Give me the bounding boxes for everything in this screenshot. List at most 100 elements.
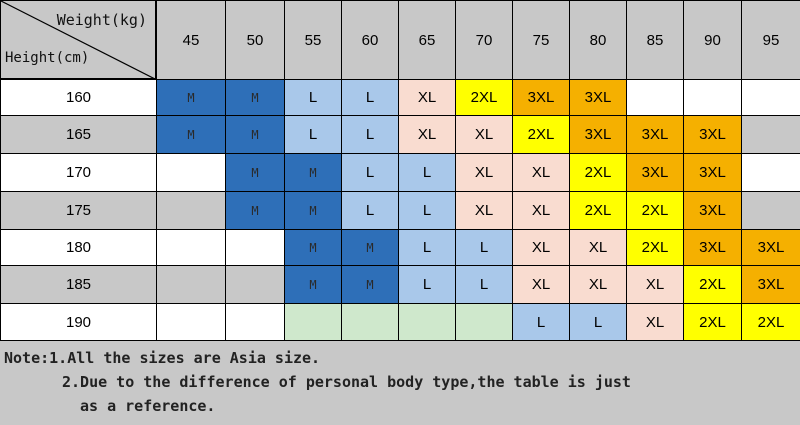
- weight-header-75: 75: [512, 0, 570, 80]
- size-cell: [741, 191, 800, 230]
- size-cell: XL: [626, 265, 684, 304]
- weight-header-50: 50: [225, 0, 285, 80]
- size-cell: M: [156, 79, 226, 116]
- size-cell: M: [284, 153, 342, 192]
- weight-header-65: 65: [398, 0, 456, 80]
- size-cell: XL: [569, 229, 627, 266]
- size-chart-table: Weight(kg) Height(cm) 45 50 55 60 65 70 75 80 85…: [0, 0, 800, 341]
- size-cell: L: [512, 303, 570, 341]
- size-cell: 3XL: [512, 79, 570, 116]
- size-cell: L: [341, 191, 399, 230]
- size-cell: XL: [569, 265, 627, 304]
- size-cell: 2XL: [683, 265, 742, 304]
- size-cell: XL: [512, 265, 570, 304]
- size-cell: L: [398, 191, 456, 230]
- size-cell: M: [284, 265, 342, 304]
- size-cell: M: [341, 229, 399, 266]
- size-cell: [156, 303, 226, 341]
- size-cell: XL: [455, 191, 513, 230]
- size-cell: XL: [398, 79, 456, 116]
- weight-header-85: 85: [626, 0, 684, 80]
- size-cell: 3XL: [683, 115, 742, 154]
- size-cell: 2XL: [626, 191, 684, 230]
- size-cell: XL: [455, 153, 513, 192]
- note-line-1: Note:1.All the sizes are Asia size.: [4, 349, 321, 367]
- height-cell-160: 160: [0, 79, 157, 116]
- note-line-2: 2.Due to the difference of personal body…: [62, 373, 631, 391]
- size-cell: [156, 229, 226, 266]
- size-cell: L: [341, 79, 399, 116]
- size-cell: [225, 303, 285, 341]
- size-cell: 3XL: [626, 115, 684, 154]
- size-cell: XL: [398, 115, 456, 154]
- size-cell: 2XL: [569, 191, 627, 230]
- height-axis-label: Height(cm): [5, 50, 90, 66]
- size-cell: 3XL: [569, 115, 627, 154]
- size-cell: [156, 265, 226, 304]
- size-cell: XL: [626, 303, 684, 341]
- size-cell: 2XL: [683, 303, 742, 341]
- corner-header-cell: Weight(kg) Height(cm): [0, 0, 156, 79]
- size-cell: L: [398, 229, 456, 266]
- size-cell: [741, 153, 800, 192]
- size-cell: 2XL: [741, 303, 800, 341]
- size-cell: 3XL: [683, 191, 742, 230]
- size-cell: [225, 229, 285, 266]
- size-cell: 3XL: [626, 153, 684, 192]
- size-cell: [156, 191, 226, 230]
- corner-diagonal-line: [1, 1, 155, 78]
- size-cell: M: [225, 191, 285, 230]
- notes-panel: Note:1.All the sizes are Asia size. 2.Du…: [0, 340, 800, 425]
- weight-header-95: 95: [741, 0, 800, 80]
- size-cell: [398, 303, 456, 341]
- size-cell: M: [284, 191, 342, 230]
- size-cell: [683, 79, 742, 116]
- size-cell: L: [569, 303, 627, 341]
- size-cell: 2XL: [569, 153, 627, 192]
- size-cell: 3XL: [683, 153, 742, 192]
- size-cell: 3XL: [569, 79, 627, 116]
- size-cell: L: [398, 265, 456, 304]
- size-cell: XL: [512, 229, 570, 266]
- size-cell: L: [284, 79, 342, 116]
- weight-header-55: 55: [284, 0, 342, 80]
- size-cell: 3XL: [741, 229, 800, 266]
- weight-header-70: 70: [455, 0, 513, 80]
- weight-axis-label: Weight(kg): [56, 11, 147, 29]
- size-cell: [741, 79, 800, 116]
- height-cell-165: 165: [0, 115, 157, 154]
- height-cell-180: 180: [0, 229, 157, 266]
- size-cell: L: [398, 153, 456, 192]
- size-cell: [225, 265, 285, 304]
- size-cell: L: [455, 265, 513, 304]
- size-cell: M: [225, 115, 285, 154]
- size-cell: [284, 303, 342, 341]
- size-cell: 3XL: [741, 265, 800, 304]
- weight-header-60: 60: [341, 0, 399, 80]
- height-cell-185: 185: [0, 265, 157, 304]
- weight-header-45: 45: [156, 0, 226, 80]
- size-cell: 2XL: [455, 79, 513, 116]
- size-cell: XL: [455, 115, 513, 154]
- size-cell: 3XL: [683, 229, 742, 266]
- weight-header-80: 80: [569, 0, 627, 80]
- size-cell: M: [156, 115, 226, 154]
- weight-header-90: 90: [683, 0, 742, 80]
- size-cell: XL: [512, 153, 570, 192]
- size-cell: L: [284, 115, 342, 154]
- size-cell: [341, 303, 399, 341]
- size-cell: 2XL: [626, 229, 684, 266]
- size-cell: XL: [512, 191, 570, 230]
- size-cell: M: [341, 265, 399, 304]
- size-cell: L: [455, 229, 513, 266]
- size-cell: M: [225, 79, 285, 116]
- size-cell: L: [341, 115, 399, 154]
- size-cell: 2XL: [512, 115, 570, 154]
- height-cell-170: 170: [0, 153, 157, 192]
- note-line-3: as a reference.: [80, 397, 216, 415]
- size-cell: L: [341, 153, 399, 192]
- size-cell: M: [284, 229, 342, 266]
- size-cell: M: [225, 153, 285, 192]
- size-cell: [455, 303, 513, 341]
- size-cell: [741, 115, 800, 154]
